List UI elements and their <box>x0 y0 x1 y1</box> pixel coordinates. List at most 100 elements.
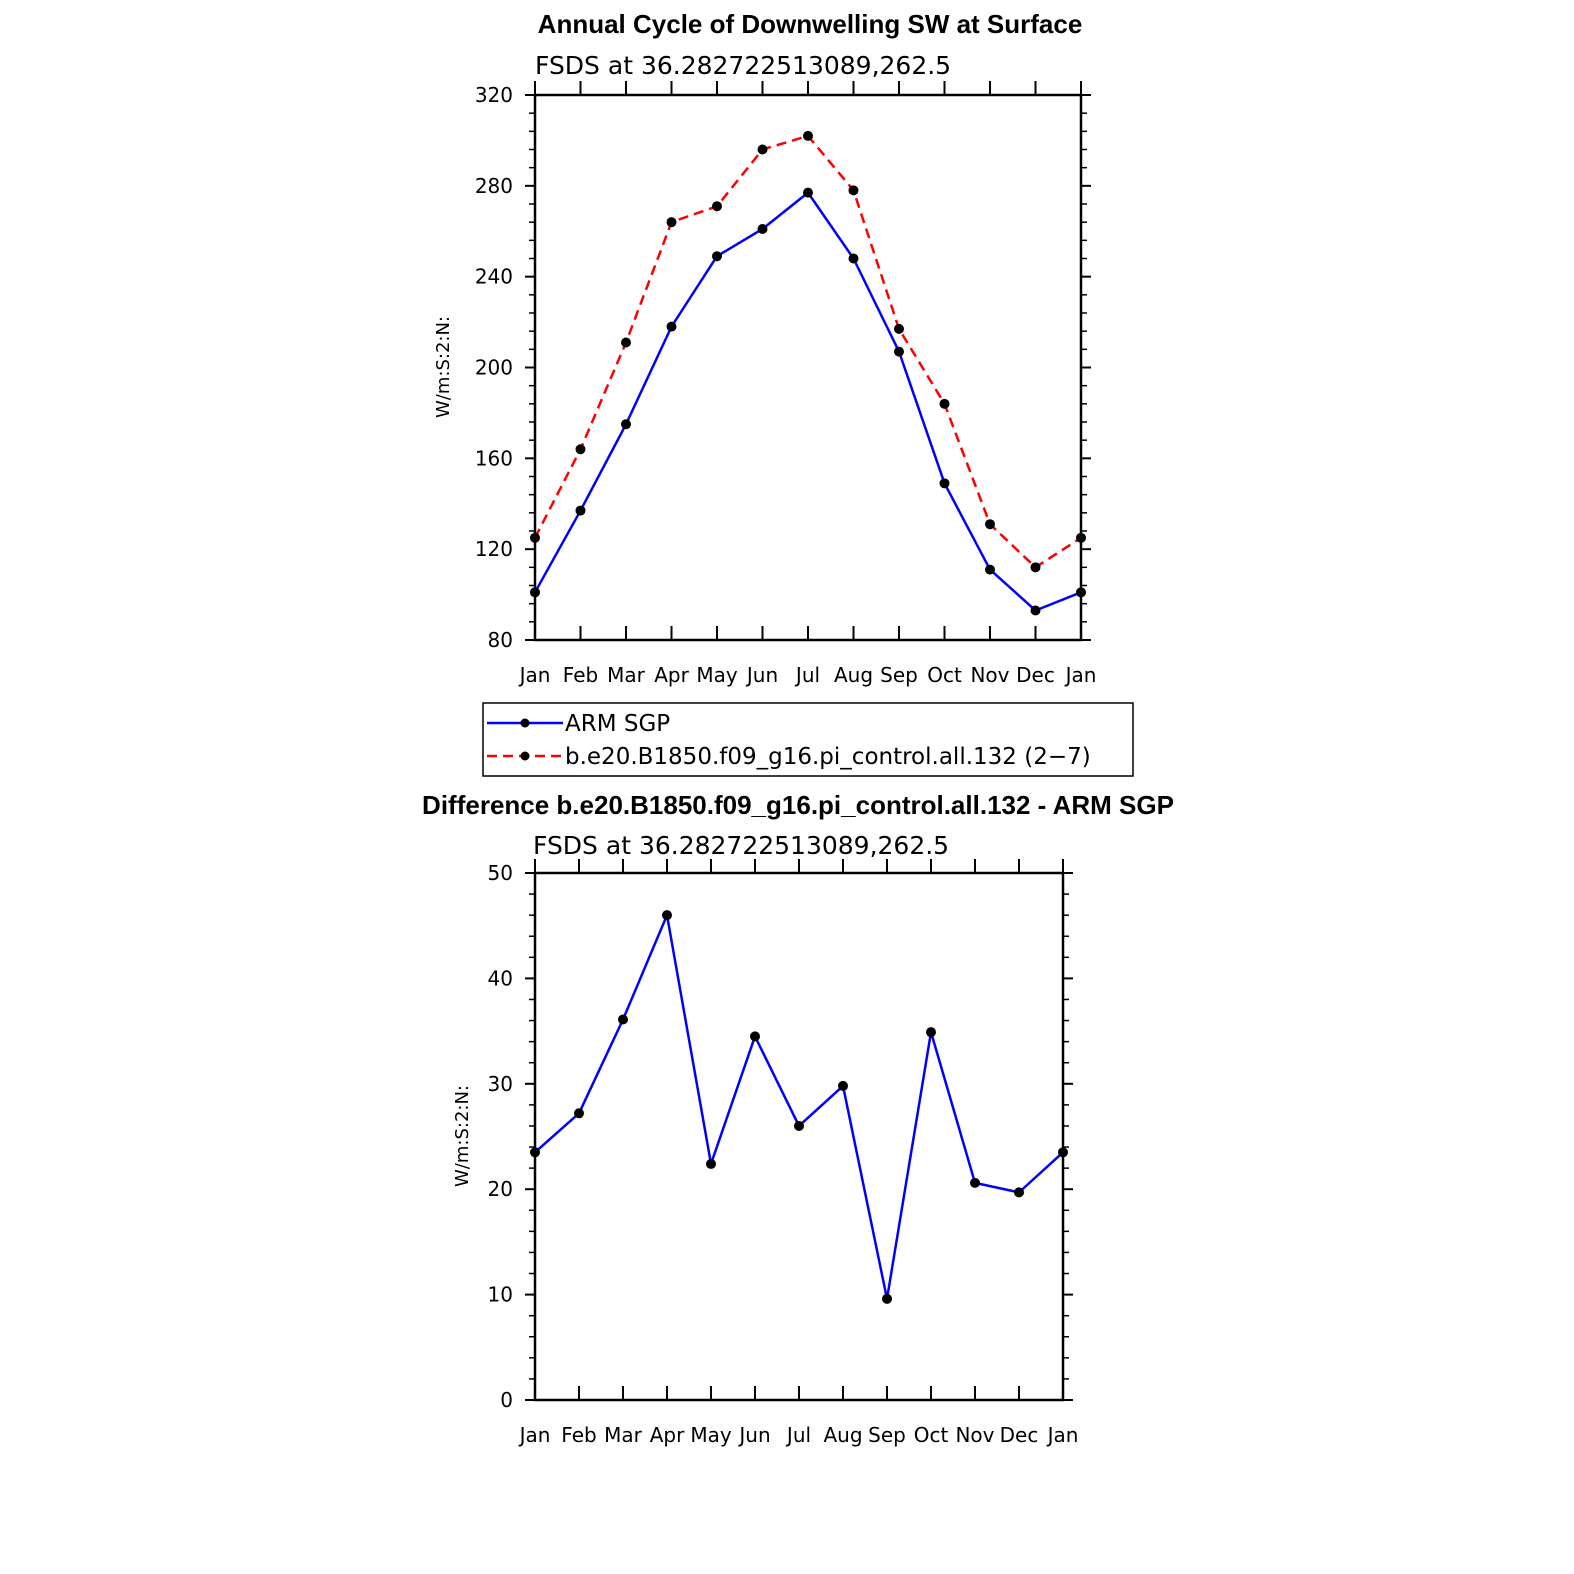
x-tick-label: May <box>696 663 738 687</box>
series-0-point <box>939 478 950 489</box>
x-tick-label: Nov <box>970 663 1009 687</box>
y-tick-label: 200 <box>475 356 513 380</box>
x-tick-label: Apr <box>650 1423 685 1447</box>
y-tick-label: 240 <box>475 265 513 289</box>
series-0-point <box>530 1147 540 1158</box>
x-tick-label: Nov <box>955 1423 994 1447</box>
x-tick-label: Jan <box>518 663 551 687</box>
y-tick-label: 320 <box>475 83 513 107</box>
series-1-point <box>985 519 995 530</box>
series-0-point <box>848 253 859 264</box>
series-0-point <box>1076 587 1086 598</box>
chart1-y-axis-label: W/m:S:2:N: <box>433 316 454 418</box>
series-0-point <box>575 505 586 516</box>
chart2-y-axis-label: W/m:S:2:N: <box>452 1085 473 1187</box>
series-1-point <box>712 201 722 212</box>
series-0-point <box>621 419 631 430</box>
chart-difference: Difference b.e20.B1850.f09_g16.pi_contro… <box>422 790 1174 1447</box>
series-0-point <box>757 223 768 234</box>
series-1-point <box>894 323 904 334</box>
series-0-point <box>662 910 672 921</box>
y-tick-label: 30 <box>488 1072 513 1096</box>
series-1-point <box>575 444 586 455</box>
legend-marker-arm-sgp <box>520 718 530 728</box>
chart1-series <box>530 130 1086 616</box>
series-0-point <box>750 1031 760 1042</box>
series-1-point <box>666 217 677 228</box>
series-0-point <box>882 1293 892 1304</box>
chart1-title: Annual Cycle of Downwelling SW at Surfac… <box>538 9 1083 39</box>
series-0-point <box>838 1080 848 1091</box>
series-0-point <box>894 346 904 357</box>
series-0-point <box>794 1120 804 1131</box>
x-tick-label: Jul <box>785 1423 811 1447</box>
series-1-point <box>1030 562 1041 573</box>
x-tick-label: May <box>690 1423 732 1447</box>
chart1-subtitle: FSDS at 36.282722513089,262.5 <box>535 51 951 80</box>
plot-frame <box>533 93 1083 642</box>
y-tick-label: 0 <box>500 1388 513 1412</box>
chart1-axes: 80 120 160 200 240 280 320 Jan Feb Mar Apr May Jun Ju… <box>475 81 1097 687</box>
y-tick-label: 50 <box>488 861 513 885</box>
y-tick-label: 120 <box>475 537 513 561</box>
plot-frame <box>533 871 1065 1402</box>
x-tick-label: Jan <box>1064 663 1097 687</box>
y-tick-label: 160 <box>475 446 513 470</box>
legend-label-arm-sgp: ARM SGP <box>565 711 670 737</box>
chart2-axes: 0 10 20 30 40 50 Jan Feb Mar Apr May Jun Jul Aug Sep Oc… <box>488 859 1079 1447</box>
series-1-point <box>530 532 540 543</box>
series-0-point <box>618 1014 628 1025</box>
y-tick-label: 40 <box>488 966 513 990</box>
x-tick-label: Jul <box>794 663 820 687</box>
legend-marker-model <box>520 751 530 761</box>
x-tick-label: Oct <box>927 663 962 687</box>
series-0-point <box>666 321 677 332</box>
x-tick-label: Sep <box>880 663 918 687</box>
series-line-0 <box>533 191 1082 612</box>
series-0-point <box>530 587 540 598</box>
series-0-point <box>926 1027 936 1038</box>
x-tick-label: Mar <box>607 663 646 687</box>
x-tick-label: Sep <box>868 1423 906 1447</box>
chart-annual-cycle: Annual Cycle of Downwelling SW at Surfac… <box>433 9 1134 777</box>
series-0-point <box>712 251 722 262</box>
series-1-point <box>1076 532 1086 543</box>
series-line-1 <box>533 134 1082 569</box>
y-tick-label: 80 <box>488 628 513 652</box>
series-0-point <box>970 1177 980 1188</box>
series-1-point <box>939 398 950 409</box>
series-line-0 <box>534 913 1064 1301</box>
x-tick-label: Jun <box>737 1423 770 1447</box>
chart2-subtitle: FSDS at 36.282722513089,262.5 <box>533 831 949 860</box>
legend-box <box>482 702 1134 777</box>
series-0-point <box>803 187 813 198</box>
series-0-point <box>1058 1147 1068 1158</box>
x-tick-label: Jan <box>518 1423 551 1447</box>
x-tick-label: Dec <box>1000 1423 1039 1447</box>
series-1-point <box>848 185 859 196</box>
y-tick-label: 10 <box>488 1283 513 1307</box>
series-0-point <box>985 564 995 575</box>
x-tick-label: Jun <box>745 663 778 687</box>
series-1-point <box>757 144 768 155</box>
x-tick-label: Apr <box>654 663 689 687</box>
series-0-point <box>1030 605 1041 616</box>
legend-label-model: b.e20.B1850.f09_g16.pi_control.all.132 (… <box>565 744 1091 770</box>
series-0-point <box>706 1158 716 1169</box>
x-tick-label: Dec <box>1016 663 1055 687</box>
y-tick-label: 20 <box>488 1177 513 1201</box>
x-tick-label: Aug <box>834 663 873 687</box>
x-tick-label: Feb <box>563 663 598 687</box>
x-tick-label: Jan <box>1046 1423 1079 1447</box>
series-1-point <box>803 130 813 141</box>
series-1-point <box>621 337 631 348</box>
chart2-series <box>530 910 1068 1304</box>
y-tick-label: 280 <box>475 174 513 198</box>
x-tick-label: Aug <box>823 1423 862 1447</box>
chart2-title: Difference b.e20.B1850.f09_g16.pi_contro… <box>422 790 1174 820</box>
series-0-point <box>1014 1187 1024 1198</box>
series-0-point <box>574 1108 584 1119</box>
x-tick-label: Mar <box>604 1423 643 1447</box>
chart1-legend: ARM SGP b.e20.B1850.f09_g16.pi_control.a… <box>482 702 1134 777</box>
